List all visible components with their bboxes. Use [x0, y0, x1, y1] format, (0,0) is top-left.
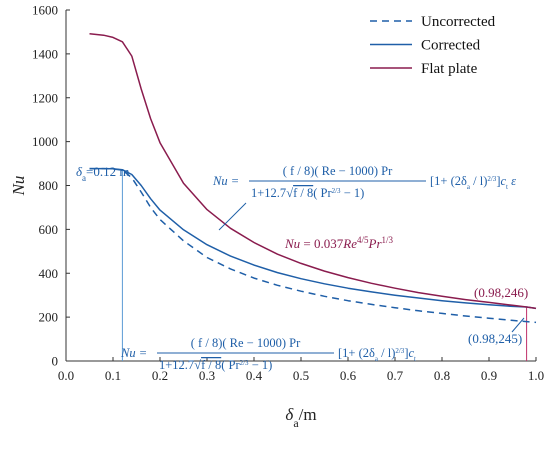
eq-corrected-den-end: − 1) — [341, 186, 365, 200]
x-tick-label: 0.1 — [105, 368, 121, 383]
x-tick-label: 0.5 — [293, 368, 309, 383]
eq-corrected-root-sign: √ — [286, 186, 293, 200]
y-tick-label: 200 — [39, 310, 59, 325]
y-tick-label: 600 — [39, 222, 59, 237]
flat-eq-coef: = 0.037 — [300, 236, 344, 251]
eq-corrected-bracket-close: ] — [496, 174, 500, 188]
eq-corrected-equation: Nu = ( f / 8)( Re − 1000) Pr 1+12.7√f / 8(… — [212, 164, 516, 200]
eq-uncorrected-den-exp: 2/3 — [240, 359, 249, 367]
flat-eq-exp-re: 4/5 — [357, 235, 369, 245]
flat-eq-pr: Pr — [368, 236, 383, 251]
x-tick-label: 0.9 — [481, 368, 497, 383]
legend-label: Flat plate — [421, 61, 478, 77]
eq-uncorrected-lhs: Nu = — [120, 346, 147, 360]
series-line-flat-plate — [89, 32, 537, 310]
x-tick-label: 0.6 — [340, 368, 357, 383]
x-axis-title-unit: /m — [299, 405, 317, 424]
delta-value: =0.12 m — [86, 164, 129, 179]
eq-uncorrected-bracket: [1+ (2δa / l)2/3]ct — [338, 346, 416, 363]
chart-annotations: δa=0.12 m(0.98,246)(0.98,245)Nu = 0.037R… — [76, 164, 528, 372]
x-tick-label: 0.8 — [434, 368, 450, 383]
eq-corrected-bracket: [1+ (2δa / l)2/3]ct ε — [430, 174, 516, 191]
flat-plate-equation: Nu = 0.037Re4/5Pr1/3 — [284, 235, 394, 251]
eq-uncorrected-den-root: f / 8 — [201, 358, 221, 372]
delta-marker-label: δa=0.12 m — [76, 164, 130, 183]
eq-corrected-denominator: 1+12.7√f / 8( Pr2/3 − 1) — [251, 186, 364, 200]
chart-legend: Uncorrected Corrected Flat plate — [370, 14, 496, 77]
eq-uncorrected-den-lead: 1+12.7 — [159, 358, 194, 372]
eq-corrected-factor-sub: t — [506, 183, 508, 191]
y-tick-label: 400 — [39, 266, 59, 281]
eq-corrected-lhs: Nu = — [212, 174, 239, 188]
eq-uncorrected-numerator: ( f / 8)( Re − 1000) Pr — [191, 336, 301, 350]
eq-uncorrected-den-end: − 1) — [249, 358, 273, 372]
chart-axes: δa/mNu — [9, 10, 536, 430]
eq-corrected-factor: c — [500, 174, 506, 188]
upper-point-label: (0.98,246) — [474, 285, 528, 300]
x-tick-label: 0.4 — [246, 368, 263, 383]
y-tick-label: 1000 — [32, 134, 58, 149]
eq-corrected-bracket-open: [1+ (2δ — [430, 174, 467, 188]
eq-uncorrected-bracket-exp: 2/3 — [395, 347, 404, 355]
eq-uncorrected-bracket-sub: a — [375, 355, 379, 363]
y-tick-label: 1200 — [32, 90, 58, 105]
delta-subscript: a — [82, 173, 86, 183]
chart-ticks: 0.0 0.1 0.2 0.3 0.4 0.5 0.6 0.7 0.8 0.9 1.0 0 200 400… — [32, 3, 544, 384]
eq-corrected-den-pr: ( Pr — [313, 186, 332, 200]
legend-label: Uncorrected — [421, 14, 496, 30]
eq-uncorrected-bracket-mid: / l) — [378, 346, 395, 360]
series-line-uncorrected — [89, 167, 537, 324]
x-axis-title: δa/m — [285, 405, 316, 430]
eq-corrected-bracket-sub: a — [467, 183, 471, 191]
series-line-corrected — [89, 167, 537, 310]
corrected-equation-leader — [218, 202, 247, 231]
x-tick-label: 1.0 — [528, 368, 544, 383]
eq-uncorrected-denominator: 1+12.7√f / 8( Pr2/3 − 1) — [159, 358, 272, 372]
x-axis-title-symbol: δ — [285, 405, 294, 424]
eq-uncorrected-root-sign: √ — [194, 358, 201, 372]
y-tick-label: 800 — [39, 178, 59, 193]
x-tick-label: 0.0 — [58, 368, 74, 383]
eq-uncorrected-factor: c — [408, 346, 414, 360]
delta-symbol: δ — [76, 164, 83, 179]
eq-uncorrected-den-pr: ( Pr — [221, 358, 240, 372]
chart-series — [89, 32, 537, 324]
x-axis-title-subscript: a — [293, 416, 299, 430]
eq-corrected-factor-tail: ε — [508, 174, 516, 188]
eq-corrected-numerator: ( f / 8)( Re − 1000) Pr — [283, 164, 393, 178]
y-tick-label: 0 — [52, 354, 59, 369]
eq-corrected-den-lead: 1+12.7 — [251, 186, 286, 200]
eq-corrected-bracket-mid: / l) — [470, 174, 487, 188]
flat-eq-lhs: Nu — [284, 236, 301, 251]
x-tick-label: 0.7 — [387, 368, 404, 383]
lower-point-label: (0.98,245) — [468, 331, 522, 346]
y-tick-label: 1600 — [32, 3, 58, 18]
eq-corrected-den-root: f / 8 — [293, 186, 313, 200]
eq-uncorrected-bracket-open: [1+ (2δ — [338, 346, 375, 360]
eq-corrected-bracket-exp: 2/3 — [487, 175, 496, 183]
eq-uncorrected-equation: Nu = ( f / 8)( Re − 1000) Pr 1+12.7√f / 8(… — [120, 336, 416, 372]
y-axis-title: Nu — [9, 176, 28, 197]
eq-uncorrected-factor-sub: t — [414, 355, 416, 363]
y-tick-label: 1400 — [32, 46, 58, 61]
lower-point-leader — [511, 317, 525, 333]
eq-uncorrected-bracket-close: ] — [404, 346, 408, 360]
eq-corrected-den-exp: 2/3 — [332, 187, 341, 195]
legend-label: Corrected — [421, 38, 481, 54]
flat-eq-re: Re — [342, 236, 357, 251]
x-tick-label: 0.2 — [152, 368, 168, 383]
flat-eq-exp-pr: 1/3 — [382, 235, 394, 245]
x-tick-label: 0.3 — [199, 368, 215, 383]
